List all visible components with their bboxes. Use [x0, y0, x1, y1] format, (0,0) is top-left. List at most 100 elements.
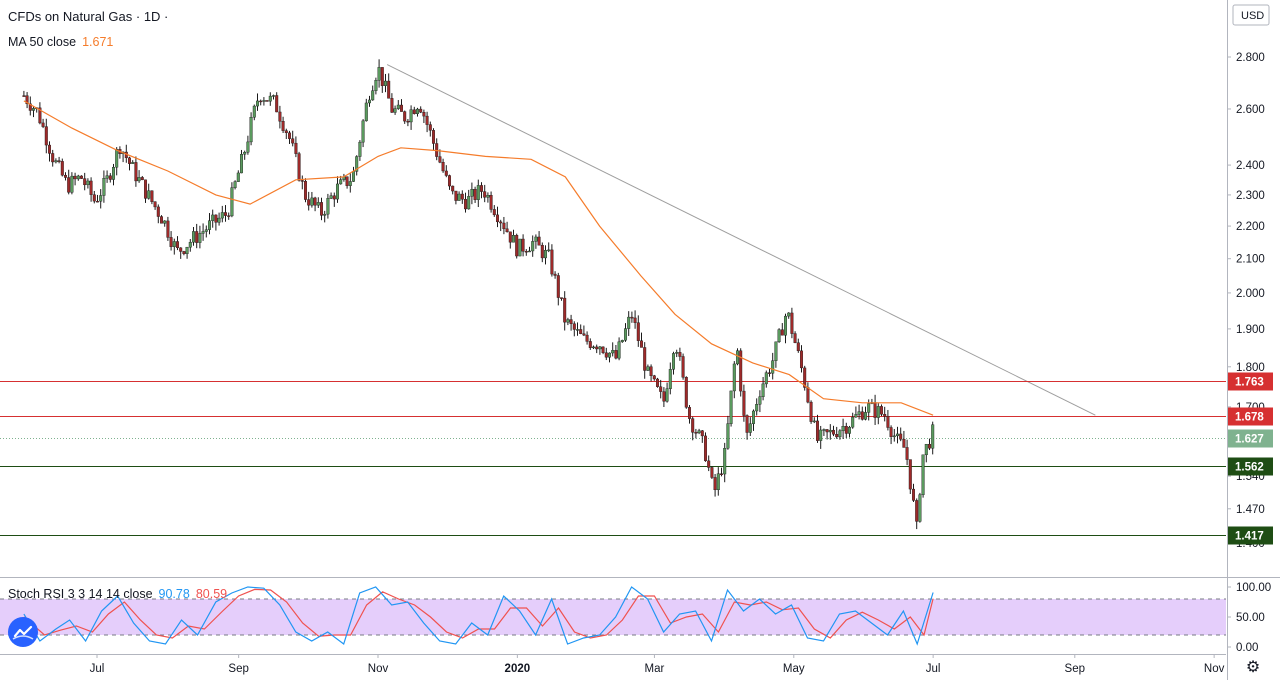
- candle: [803, 366, 806, 391]
- time-tick-label: Sep: [228, 663, 248, 675]
- candle-body: [835, 434, 838, 437]
- candle-body: [522, 239, 525, 251]
- candle: [656, 378, 659, 388]
- candle-body: [151, 191, 154, 202]
- candle-body: [717, 474, 720, 490]
- candle-body: [851, 417, 854, 427]
- candle-body: [640, 341, 643, 348]
- candle-body: [439, 157, 442, 163]
- candle: [381, 67, 384, 93]
- candle: [538, 231, 541, 245]
- candle-body: [784, 316, 787, 335]
- candle-body: [339, 180, 342, 184]
- candle: [426, 112, 429, 132]
- candle-body: [218, 218, 221, 222]
- candle-body: [752, 411, 755, 424]
- candle: [919, 493, 922, 523]
- candle-body: [467, 196, 470, 209]
- candle: [45, 119, 48, 154]
- candle-body: [480, 185, 483, 191]
- stoch-d-value: 80.59: [196, 587, 227, 601]
- candle-body: [720, 474, 723, 475]
- candle-body: [87, 181, 90, 185]
- candle: [563, 291, 566, 330]
- candle-body: [157, 207, 160, 217]
- candle: [602, 346, 605, 354]
- candle-body: [765, 373, 768, 384]
- candle: [474, 187, 477, 203]
- candle: [464, 193, 467, 213]
- candle-body: [352, 171, 355, 181]
- candle: [391, 93, 394, 113]
- candle-body: [183, 251, 186, 253]
- candle-body: [496, 215, 499, 222]
- candle-body: [93, 195, 96, 202]
- candle: [131, 160, 134, 164]
- candle: [829, 424, 832, 440]
- candle: [288, 131, 291, 144]
- candle: [387, 73, 390, 98]
- tradingview-logo-icon[interactable]: [8, 617, 38, 647]
- candle: [272, 95, 275, 100]
- candle: [266, 100, 269, 101]
- candle: [557, 273, 560, 306]
- candle: [823, 429, 826, 436]
- candle: [611, 342, 614, 356]
- candle: [531, 235, 534, 256]
- candle-body: [195, 231, 198, 242]
- price-tick-label: 1.470: [1236, 504, 1265, 516]
- candle-body: [807, 387, 810, 402]
- candle-body: [394, 109, 397, 113]
- gear-icon[interactable]: ⚙: [1243, 658, 1263, 678]
- candle-body: [557, 275, 560, 297]
- candle-body: [771, 361, 774, 373]
- candle: [384, 74, 387, 92]
- candle: [336, 176, 339, 203]
- candle: [375, 78, 378, 95]
- candle: [624, 323, 627, 342]
- candle: [855, 407, 858, 418]
- candle: [535, 234, 538, 248]
- candle-body: [832, 430, 835, 434]
- candle: [349, 173, 352, 192]
- candle-body: [535, 237, 538, 241]
- candle-body: [442, 162, 445, 171]
- candle: [775, 342, 778, 368]
- candle: [618, 337, 621, 360]
- candle-body: [883, 414, 886, 416]
- candle-body: [525, 251, 528, 252]
- candle: [906, 440, 909, 465]
- candle: [163, 220, 166, 227]
- chart-title: CFDs on Natural Gas · 1D ·: [8, 9, 168, 24]
- candle: [311, 192, 314, 208]
- candle-body: [663, 392, 666, 402]
- candle-body: [928, 444, 931, 448]
- candle-body: [384, 81, 387, 86]
- candle-body: [509, 232, 512, 242]
- candle: [506, 222, 509, 233]
- candle-body: [346, 177, 349, 186]
- candle-body: [867, 404, 870, 413]
- candle-body: [842, 426, 845, 431]
- candle: [39, 102, 42, 124]
- time-tick-label: May: [783, 663, 805, 675]
- time-tick-label: 2020: [505, 663, 531, 675]
- candle: [103, 170, 106, 202]
- candle: [887, 410, 890, 430]
- candle: [755, 398, 758, 415]
- candle: [682, 354, 685, 380]
- candle: [295, 136, 298, 157]
- candle: [355, 155, 358, 175]
- candle: [183, 251, 186, 255]
- candle: [467, 190, 470, 210]
- candle: [621, 340, 624, 343]
- candle-body: [403, 112, 406, 122]
- candle: [890, 425, 893, 444]
- candle: [83, 173, 86, 190]
- candle-body: [749, 424, 752, 433]
- candle: [547, 242, 550, 252]
- candle-body: [285, 131, 288, 133]
- candle-body: [618, 342, 621, 358]
- candle-body: [819, 430, 822, 441]
